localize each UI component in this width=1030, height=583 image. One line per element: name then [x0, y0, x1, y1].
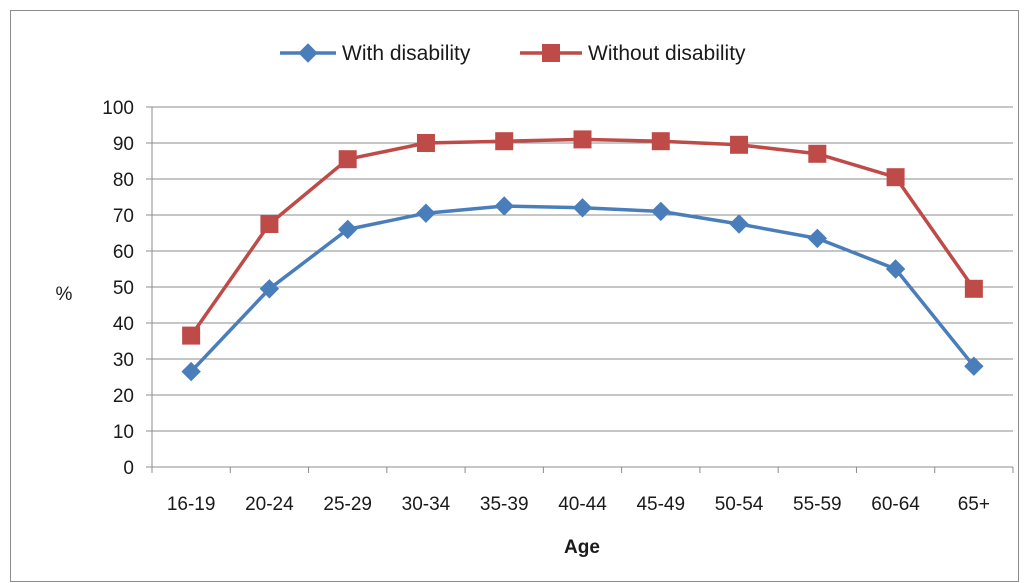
series-1-point-60-64: [886, 168, 905, 187]
series-1-point-40-44: [573, 130, 592, 149]
x-tick-label-35-39: 35-39: [480, 494, 529, 515]
series-line-1: [189, 137, 976, 337]
x-axis-title: Age: [564, 537, 600, 558]
series-1-point-65+: [964, 279, 983, 298]
series-0-point-40-44: [572, 198, 593, 218]
series-1-point-25-29: [338, 150, 357, 169]
series-1-point-16-19: [182, 326, 201, 345]
x-tick-label-20-24: 20-24: [245, 494, 294, 515]
series-0-point-65+: [964, 356, 984, 376]
series-markers: [181, 130, 984, 382]
x-tick-label-25-29: 25-29: [323, 494, 372, 515]
y-tick-label-80: 80: [113, 170, 134, 191]
series-1-point-30-34: [416, 134, 435, 152]
series-0-point-50-54: [729, 214, 749, 234]
y-tick-label-0: 0: [123, 458, 134, 479]
legend-marker-0: [298, 43, 318, 63]
legend-marker-1: [542, 44, 560, 62]
y-tick-label-90: 90: [113, 134, 134, 155]
series-1-point-20-24: [260, 215, 279, 233]
series-0-point-25-29: [337, 219, 358, 240]
series-0-point-60-64: [885, 259, 906, 279]
x-tick-label-60-64: 60-64: [871, 494, 920, 515]
y-tick-label-60: 60: [113, 242, 134, 263]
x-tick-label-16-19: 16-19: [167, 494, 216, 515]
series-0-point-16-19: [181, 361, 201, 382]
x-tick-label-30-34: 30-34: [402, 494, 451, 515]
x-tick-label-55-59: 55-59: [793, 494, 842, 515]
series-0-point-20-24: [259, 279, 280, 299]
y-tick-label-40: 40: [113, 314, 134, 335]
series-1-point-50-54: [730, 135, 749, 154]
y-axis-title: %: [56, 284, 73, 305]
legend: With disability Without disability: [280, 42, 746, 65]
x-axis-ticks: 16-19 20-24 25-29 30-34 35-39 40-44 45-49 50-54…: [151, 467, 1014, 515]
y-tick-label-50: 50: [113, 278, 134, 299]
y-axis-ticks: 0 10 20 30 40 50 60 70 80 90 100: [102, 98, 152, 479]
series-1-point-35-39: [495, 132, 514, 151]
y-tick-label-100: 100: [102, 98, 134, 119]
series-0-point-55-59: [807, 228, 828, 249]
gridlines: [152, 106, 1013, 432]
y-tick-label-70: 70: [113, 206, 134, 227]
y-tick-label-20: 20: [113, 386, 134, 407]
y-tick-label-30: 30: [113, 350, 134, 371]
series-0-point-45-49: [651, 201, 671, 222]
y-tick-label-10: 10: [113, 422, 134, 443]
x-tick-label-50-54: 50-54: [715, 494, 764, 515]
x-tick-label-40-44: 40-44: [558, 494, 607, 515]
legend-label-1: Without disability: [588, 42, 746, 65]
series-line-0: [189, 204, 976, 373]
series-0-point-35-39: [494, 196, 514, 216]
x-tick-label-65+: 65+: [958, 494, 990, 515]
series-1-point-45-49: [651, 132, 670, 151]
series-1-point-55-59: [808, 144, 827, 163]
series-0-point-30-34: [416, 203, 436, 223]
chart-frame: [10, 10, 1019, 582]
x-tick-label-45-49: 45-49: [636, 494, 685, 515]
series-lines: [189, 137, 976, 373]
legend-label-0: With disability: [342, 42, 471, 65]
